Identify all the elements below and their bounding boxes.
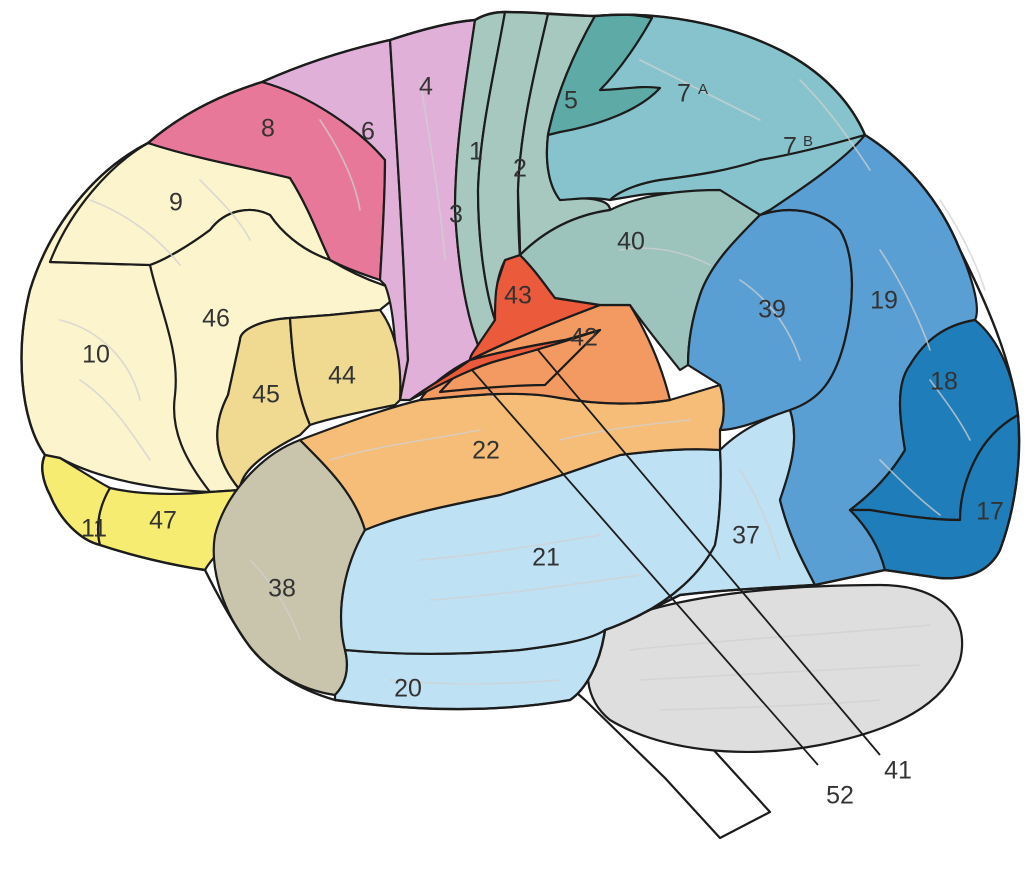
label-area-6: 6 [361,118,375,146]
label-area-21: 21 [532,544,560,572]
label-area-7a: 7 [677,80,691,108]
label-area-11: 11 [81,515,107,543]
label-area-40: 40 [617,228,645,256]
leader-line-52 [471,369,819,766]
label-area-20: 20 [394,675,422,703]
label-area-18: 18 [930,368,958,396]
label-area-9: 9 [169,189,183,217]
label-area-44: 44 [328,362,356,390]
label-area-47: 47 [149,507,177,535]
label-area-3: 3 [449,201,463,229]
area-5 [546,13,662,137]
label-area-5: 5 [564,87,578,115]
label-area-37: 37 [732,522,760,550]
brain-outline [20,10,1021,711]
label-area-45: 45 [252,381,280,409]
label-area-1: 1 [469,138,483,166]
leader-line-41 [537,349,881,756]
label-area-2: 2 [513,155,527,183]
label-area-52: 52 [826,782,854,810]
label-area-7b: 7 [783,133,797,161]
label-area-46: 46 [202,305,230,333]
label-area-10: 10 [82,341,110,369]
label-area-8: 8 [261,115,275,143]
label-area-43: 43 [504,282,532,310]
label-area-38: 38 [268,575,296,603]
label-area-17: 17 [976,498,1004,526]
label-area-39: 39 [758,296,786,324]
label-area-7a-sup: A [698,81,708,98]
label-area-7b-sup: B [803,133,813,150]
label-area-22: 22 [472,437,500,465]
label-area-4: 4 [419,73,433,101]
label-area-19: 19 [870,287,898,315]
area-44 [288,308,402,427]
area-43-lower [408,328,602,402]
area-45 [216,316,312,492]
label-area-41: 41 [884,757,912,785]
label-area-42: 42 [570,324,598,352]
